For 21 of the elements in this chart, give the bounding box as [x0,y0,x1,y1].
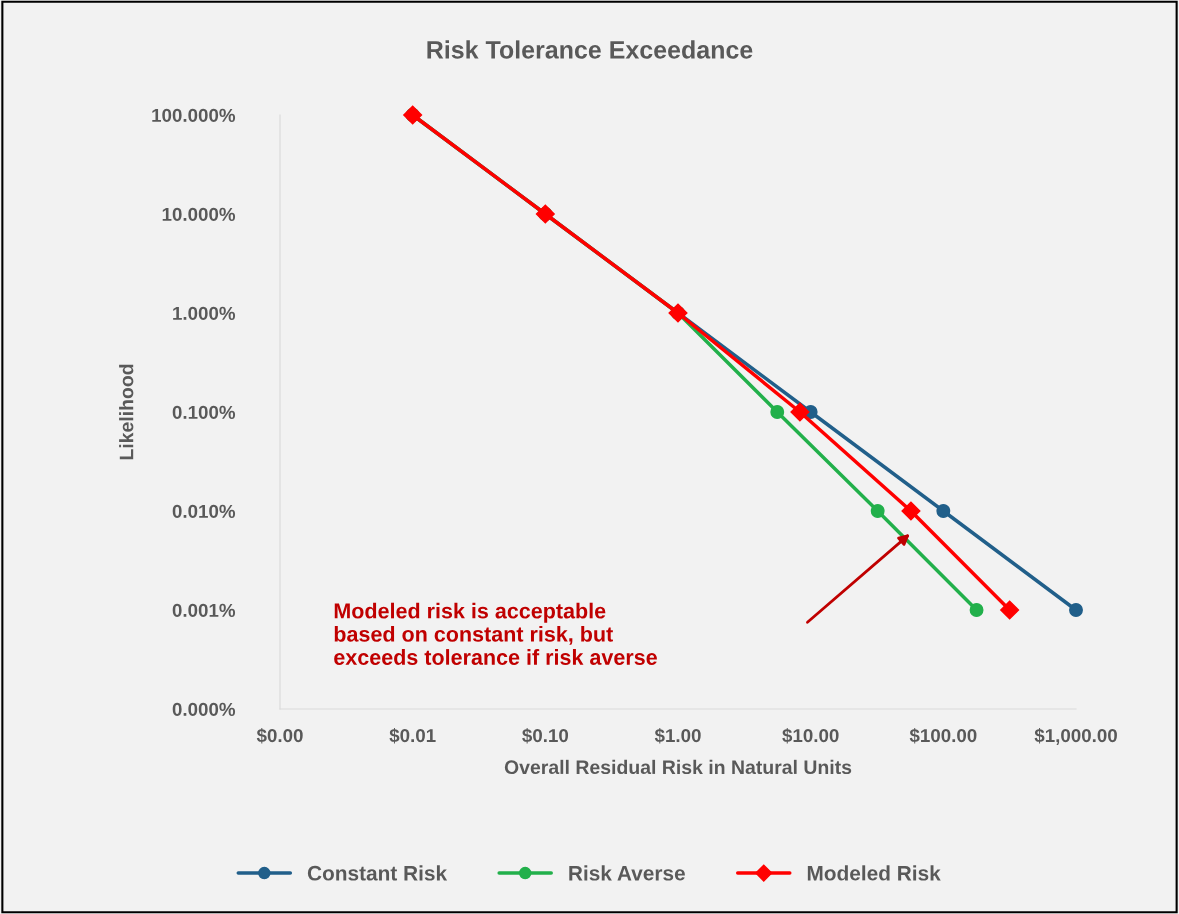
x-tick-label: $0.10 [522,728,569,744]
chart-title: Risk Tolerance Exceedance [427,40,753,59]
x-tick-label: $100.00 [909,728,977,744]
x-tick-label: $1.00 [654,728,701,744]
y-tick-label: 1.000% [173,306,236,320]
legend-label: Constant Risk [307,865,448,881]
legend-label: Risk Averse [569,865,685,881]
y-axis-title: Likelihood [119,364,134,460]
y-tick-label: 0.000% [172,702,236,716]
legend-label: Modeled Risk [807,865,941,881]
annotation: Modeled risk is acceptable based on constant risk, but exceeds tolerance if risk averse [334,602,657,665]
y-tick-label: 0.100% [172,405,236,419]
x-axis-title: Overall Residual Risk in Natural Units [504,759,852,775]
y-tick-label: 0.010% [172,504,236,518]
x-tick-label: $0.01 [389,728,436,744]
x-tick-label: $10.00 [782,728,839,744]
y-tick-label: 10.000% [162,207,236,221]
y-tick-label: 100.000% [152,108,236,122]
x-tick-label: $1,000.00 [1034,728,1117,745]
x-tick-label: $0.00 [256,728,303,744]
y-tick-label: 0.001% [172,603,236,617]
